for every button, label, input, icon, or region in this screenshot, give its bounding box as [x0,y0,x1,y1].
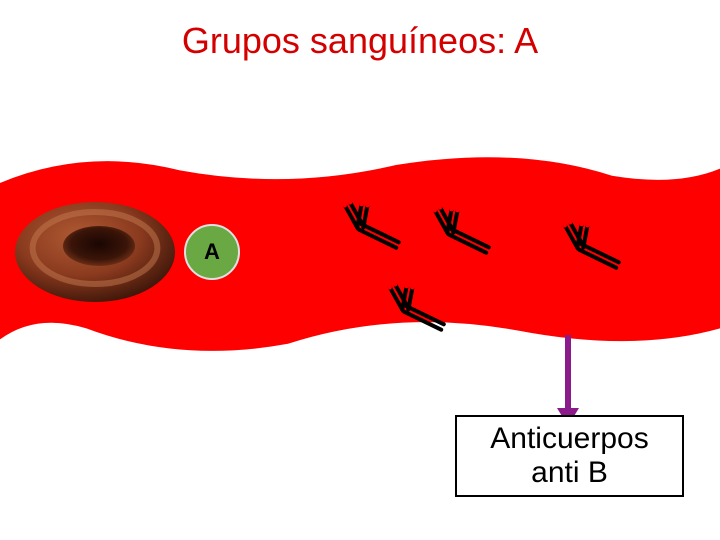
antibody-label-line1: Anticuerpos [457,422,682,457]
antibody-label-line2: anti B [457,456,682,491]
antibody-icon [331,194,401,254]
antibody-icon [376,276,446,336]
slide-canvas: Grupos sanguíneos: A A [0,0,720,540]
pointer-arrow [553,335,583,426]
antibody-label-box: Anticuerpos anti B [455,415,684,497]
antibody-icon [551,214,621,274]
antibody-icon [421,199,491,259]
